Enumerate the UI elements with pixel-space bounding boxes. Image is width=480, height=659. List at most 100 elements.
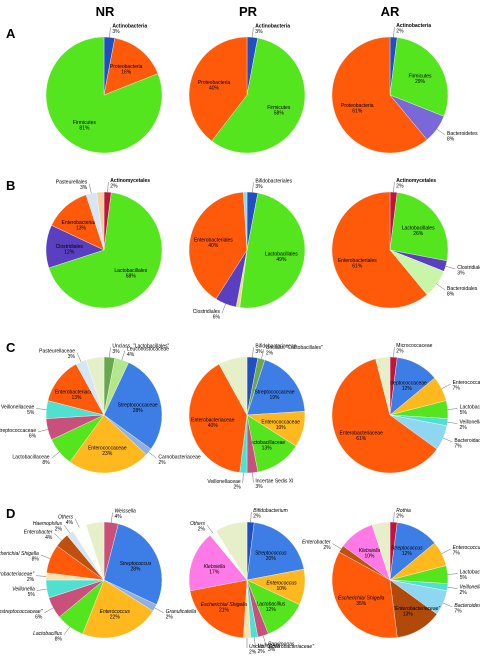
pie-slice-lactobacillales — [48, 192, 163, 309]
leader-line — [148, 451, 157, 459]
slice-label-enterobacter: Enterobacter — [302, 540, 331, 546]
leader-line — [436, 283, 446, 291]
slice-label-clostridiales: Clostridiales — [457, 265, 480, 271]
slice-label-lactobacillaceae: Lactobacillaceae — [460, 405, 480, 411]
slice-value-firmicutes: 81% — [79, 125, 90, 131]
pie-slice-other — [243, 191, 248, 251]
slice-value-proteobacteria: 40% — [209, 85, 220, 91]
slice-label-unclass-lactobacillales: Unclass. "Lactobacillales" — [266, 345, 323, 351]
pie-slice-firmicutes — [45, 36, 163, 154]
slice-value-unclas-enterobacteriaceae: 2% — [27, 577, 35, 583]
slice-label-lactobacillaceae: Lactobacillaceae — [248, 440, 285, 446]
slice-value-micrococcaceae: 2% — [396, 349, 404, 355]
slice-label-others: Others — [58, 515, 74, 521]
slice-value-bacteroidaceae: 7% — [454, 444, 462, 450]
pie-slice-other — [218, 356, 248, 416]
slice-label-veillonella: Veillonella — [460, 585, 480, 591]
slice-label-enterobacteriales: Enterobacteriales — [194, 237, 233, 243]
slice-label-lactobacillales: Lactobacillales — [265, 251, 298, 257]
slice-value-actinobacteria: 2% — [396, 29, 404, 35]
pie-slice-proteobacteria — [103, 37, 159, 96]
leader-line — [443, 602, 453, 608]
panel-letter-c: C — [6, 340, 16, 355]
leader-line — [393, 347, 395, 358]
slice-value-bifidobacteriaceae: 3% — [255, 349, 263, 355]
slice-value-pasteurellaceae: 3% — [68, 354, 76, 360]
slice-value-veillonellaceae: 2% — [460, 425, 468, 431]
slice-value-escherichia-shigella: 8% — [32, 557, 40, 563]
slice-label-streptococcaceae: Streptococcaceae — [387, 381, 427, 387]
leader-line — [393, 182, 395, 193]
pie-slice-other — [375, 356, 391, 416]
slice-label-lactobacillales: Lactobacillales — [402, 226, 435, 232]
pie-slice-escherichia-shigella — [331, 551, 398, 639]
slice-value-enterobacteriales: 40% — [208, 243, 219, 249]
leader-line — [109, 347, 111, 358]
pie-slice-lactobacillales — [389, 192, 449, 262]
slice-label-lactobacillus: Lactobacillus — [460, 570, 480, 576]
slice-value-enterococcaceae: 10% — [276, 425, 287, 431]
pie-slice-klebsiella — [188, 535, 248, 592]
leader-line — [36, 408, 47, 410]
slice-label-leuconostocaceae: Leuconostocaceae — [127, 346, 169, 352]
slice-value-unclas-peptostreptococcaceae: 6% — [35, 614, 43, 620]
slice-value-streptococcaceae: 19% — [269, 395, 280, 401]
leader-line — [447, 587, 458, 589]
slice-value-leuconostocaceae: 4% — [127, 352, 135, 358]
pie-slice-escherichia-shigella — [189, 579, 248, 639]
slice-value-parvimonas: 3% — [268, 647, 276, 653]
leader-line — [63, 524, 71, 534]
pie-slice-proteobacteria — [188, 36, 248, 142]
slice-value-unclas-enterobacteriaceae: 13% — [403, 612, 414, 618]
slice-label-lactobacillaceae: Lactobacillaceae — [12, 454, 49, 460]
panel-letter-b: B — [6, 178, 15, 193]
slice-value-others: 4% — [66, 520, 74, 526]
slice-value-clostridiales: 6% — [213, 315, 221, 321]
pie-slice-other — [371, 521, 391, 581]
leader-line — [252, 347, 254, 358]
slice-value-actinomycetales: 2% — [396, 184, 404, 190]
slice-value-streptococcaceae: 28% — [133, 408, 144, 414]
leader-line — [447, 573, 458, 575]
pie-slice-firmicutes — [211, 37, 306, 154]
slice-value-bacteroides: 7% — [454, 609, 462, 615]
slice-label-escherichia-shigella: Escherichia/ Shigella — [0, 551, 39, 557]
slice-value-enterococcaceae: 23% — [102, 451, 113, 457]
pie-d-ar: Rothia2%Streptococcus12%Enterococcus7%La… — [302, 508, 480, 639]
slice-label-streptococcus: Streptococcus — [391, 546, 423, 552]
pie-slice-streptococcaceae — [246, 359, 306, 416]
leader-line — [54, 533, 62, 541]
slice-label-actinomycetales: Actinomycetales — [110, 178, 150, 184]
slice-label-streptococcaceae: Streptococcaceae — [118, 402, 158, 408]
slice-label-enterococcaceae: Enterococcaceae — [453, 380, 480, 386]
slice-value-actinobacteria: 3% — [255, 29, 263, 35]
leader-line — [393, 27, 395, 38]
slice-value-others: 2% — [198, 527, 206, 533]
slice-value-lactobacillales: 49% — [276, 257, 287, 263]
pie-slice-streptococcus — [246, 522, 305, 581]
leader-line — [44, 607, 54, 613]
slice-label-others: Others — [190, 521, 206, 527]
slice-label-enterococcaceae: Enterococcaceae — [261, 420, 300, 426]
slice-value-enterobacteriales: 61% — [352, 263, 363, 269]
leader-line — [40, 554, 51, 559]
slice-value-unclas-enterobacteriaceae: 2% — [249, 650, 257, 656]
slice-value-klebsiella: 10% — [364, 553, 375, 559]
slice-value-enterobacteriaceae: 13% — [71, 395, 82, 401]
pie-slice-enterobacteriales — [331, 191, 428, 309]
slice-label-lactobacillus: Lactobacillus — [256, 601, 285, 607]
pie-charts-group: Actinobacteria3%Proteobacteria16%Firmicu… — [0, 23, 480, 655]
slice-value-streptococcus: 28% — [130, 567, 141, 573]
pie-slice-lactobacillales — [239, 192, 306, 309]
slice-label-enterobacteriales: Enterobacteriales — [338, 258, 377, 264]
slice-label-unclas-enterobacteriaceae: Unclas. "Enterobacteriaceae" — [0, 572, 34, 578]
slice-label-lactobacillus: Lactobacillus — [33, 631, 62, 637]
pie-d-pr: Bifidobacterium2%Streptococcus20%Enteroc… — [188, 508, 314, 656]
slice-label-klebsiella: Klebsiella — [359, 548, 381, 554]
slice-label-proteobacteria: Proteobacteria — [341, 103, 374, 109]
slice-value-klebsiella: 17% — [209, 570, 220, 576]
